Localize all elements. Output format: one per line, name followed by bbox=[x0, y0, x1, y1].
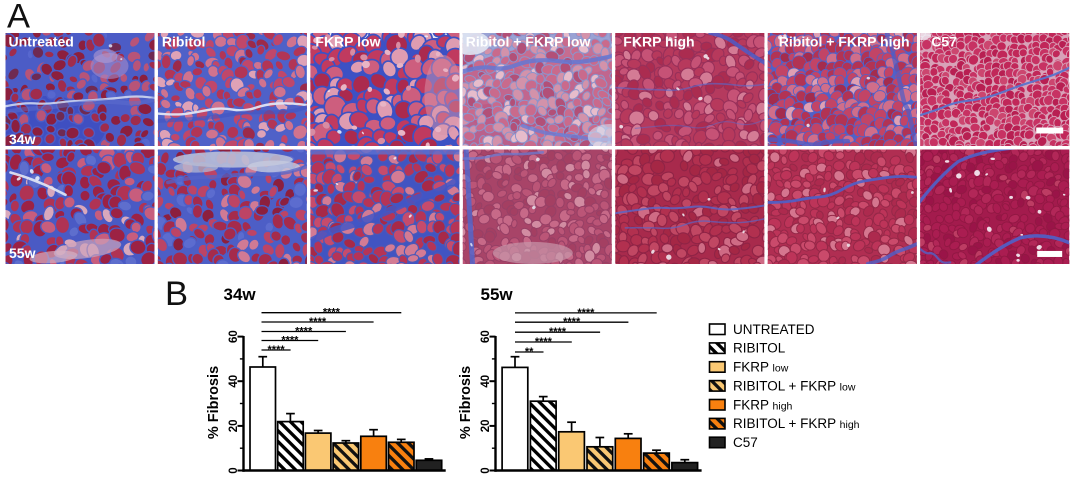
svg-text:60: 60 bbox=[228, 330, 240, 343]
svg-text:0: 0 bbox=[228, 467, 240, 473]
svg-text:****: **** bbox=[268, 344, 286, 356]
svg-text:FKRP low: FKRP low bbox=[315, 34, 380, 50]
svg-text:0: 0 bbox=[480, 467, 492, 473]
svg-text:****: **** bbox=[281, 335, 299, 347]
svg-text:**: ** bbox=[525, 346, 534, 358]
svg-text:****: **** bbox=[323, 307, 341, 319]
svg-text:Ribitol + FKRP high: Ribitol + FKRP high bbox=[779, 34, 910, 50]
svg-text:34w: 34w bbox=[9, 131, 36, 147]
svg-text:34w: 34w bbox=[224, 285, 257, 304]
svg-text:Ribitol + FKRP low: Ribitol + FKRP low bbox=[466, 34, 591, 50]
svg-text:55w: 55w bbox=[9, 245, 36, 261]
svg-text:Ribitol: Ribitol bbox=[162, 34, 206, 50]
svg-text:55w: 55w bbox=[481, 285, 514, 304]
svg-text:RIBITOL: RIBITOL bbox=[733, 341, 786, 356]
svg-text:****: **** bbox=[577, 307, 595, 319]
svg-text:FKRP high: FKRP high bbox=[733, 397, 793, 412]
svg-text:****: **** bbox=[563, 316, 581, 328]
svg-text:C57: C57 bbox=[931, 34, 957, 50]
svg-text:20: 20 bbox=[480, 420, 492, 433]
svg-text:RIBITOL + FKRP high: RIBITOL + FKRP high bbox=[733, 416, 860, 431]
svg-text:Untreated: Untreated bbox=[9, 34, 74, 50]
svg-text:20: 20 bbox=[228, 420, 240, 433]
svg-text:B: B bbox=[165, 275, 188, 313]
svg-text:C57: C57 bbox=[733, 435, 758, 450]
svg-text:60: 60 bbox=[480, 330, 492, 343]
svg-text:RIBITOL + FKRP low: RIBITOL + FKRP low bbox=[733, 378, 856, 393]
svg-text:FKRP high: FKRP high bbox=[623, 34, 694, 50]
svg-text:UNTREATED: UNTREATED bbox=[733, 322, 815, 337]
svg-text:40: 40 bbox=[480, 375, 492, 388]
svg-text:40: 40 bbox=[228, 375, 240, 388]
svg-text:****: **** bbox=[535, 336, 553, 348]
svg-text:****: **** bbox=[549, 326, 567, 338]
svg-text:A: A bbox=[7, 0, 30, 36]
svg-text:% Fibrosis: % Fibrosis bbox=[206, 366, 222, 439]
svg-text:****: **** bbox=[295, 326, 313, 338]
svg-text:****: **** bbox=[309, 316, 327, 328]
svg-text:% Fibrosis: % Fibrosis bbox=[458, 366, 474, 439]
svg-text:FKRP low: FKRP low bbox=[733, 360, 789, 375]
